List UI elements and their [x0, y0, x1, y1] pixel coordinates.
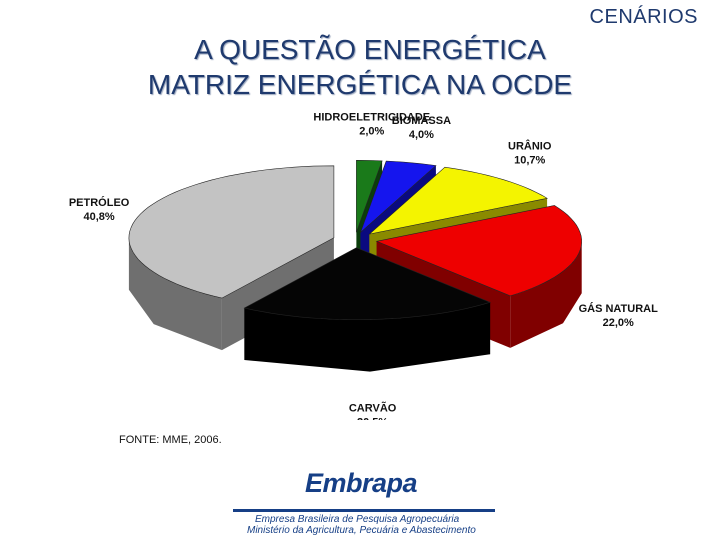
page-subtitle: MATRIZ ENERGÉTICA NA OCDE	[147, 69, 573, 100]
logo-company-name: Empresa Brasileira de Pesquisa Agropecuá…	[255, 514, 460, 525]
slice-label-3: GÁS NATURAL	[579, 302, 659, 315]
logo-divider	[233, 509, 495, 512]
pie-chart: HIDROELETRICIDADE 2,0% BIOMASSA 4,0% URÂNIO 1…	[69, 112, 659, 421]
slice-value-2: 10,7%	[514, 154, 545, 166]
slice-value-4: 20,5%	[357, 417, 388, 421]
slice-label-0: HIDROELETRICIDADE	[313, 112, 430, 124]
slice-label-2: URÂNIO	[508, 139, 552, 152]
source-note: FONTE: MME, 2006.	[119, 434, 222, 446]
slice-value-3: 22,0%	[603, 317, 634, 329]
slice-value-0: 2,0%	[359, 126, 384, 138]
logo-ministry-name: Ministério da Agricultura, Pecuária e Ab…	[247, 525, 476, 536]
section-label: CENÁRIOS	[589, 6, 698, 28]
logo-wordmark: Embrapa	[305, 468, 418, 498]
pie-slice-4	[243, 247, 492, 372]
slice-value-1: 4,0%	[409, 129, 434, 141]
slice-label-4: CARVÃO	[349, 402, 397, 415]
slice-label-1: BIOMASSA	[392, 115, 451, 127]
slice-value-5: 40,8%	[83, 211, 114, 223]
embrapa-logo: Embrapa Empresa Brasileira de Pesquisa A…	[225, 462, 500, 538]
page-title: A QUESTÃO ENERGÉTICA	[194, 34, 546, 65]
slice-label-5: PETRÓLEO	[69, 196, 130, 209]
